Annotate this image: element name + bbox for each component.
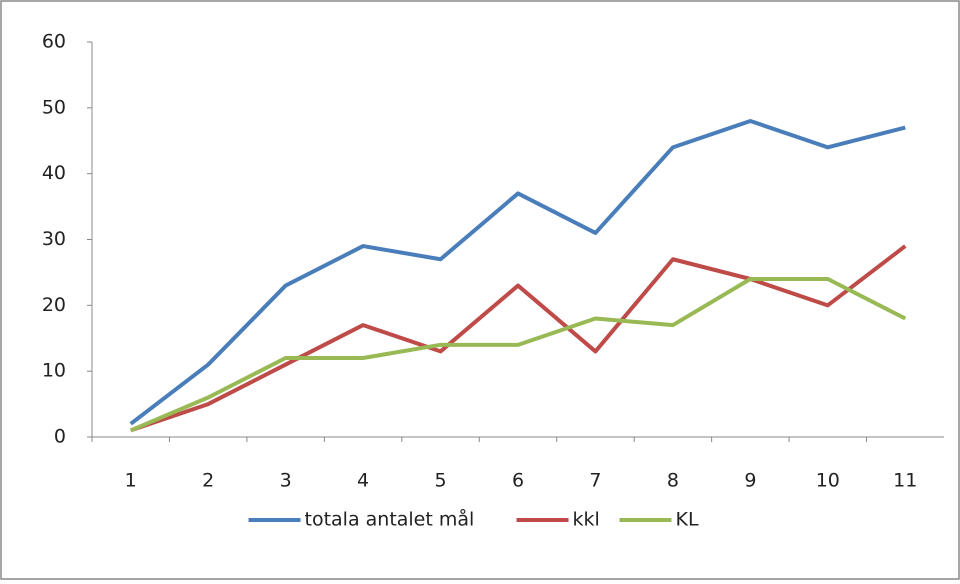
y-tick-label: 0 (54, 426, 66, 448)
x-tick-label: 6 (512, 470, 524, 492)
y-tick-label: 60 (42, 31, 66, 53)
x-tick-label: 4 (357, 470, 369, 492)
x-tick-label: 2 (202, 470, 214, 492)
y-tick-label: 40 (42, 162, 66, 184)
y-tick-label: 50 (42, 96, 66, 118)
line-series (130, 244, 907, 433)
x-tick-label: 9 (744, 470, 756, 492)
line-series (129, 277, 907, 433)
x-tick-label: 8 (667, 470, 679, 492)
y-tick-label: 20 (42, 294, 66, 316)
x-tick-label: 5 (434, 470, 446, 492)
x-tick-label: 11 (893, 470, 917, 492)
x-tick-label: 10 (816, 470, 840, 492)
y-tick-label: 10 (42, 360, 66, 382)
x-tick-label: 1 (125, 470, 137, 492)
line-series (129, 119, 906, 426)
x-tick-label: 3 (280, 470, 292, 492)
x-tick-label: 7 (589, 470, 601, 492)
y-tick-label: 30 (42, 228, 66, 250)
legend-label: totala antalet mål (305, 508, 475, 531)
legend-label: KL (676, 509, 699, 531)
legend-label: kkl (573, 509, 600, 531)
